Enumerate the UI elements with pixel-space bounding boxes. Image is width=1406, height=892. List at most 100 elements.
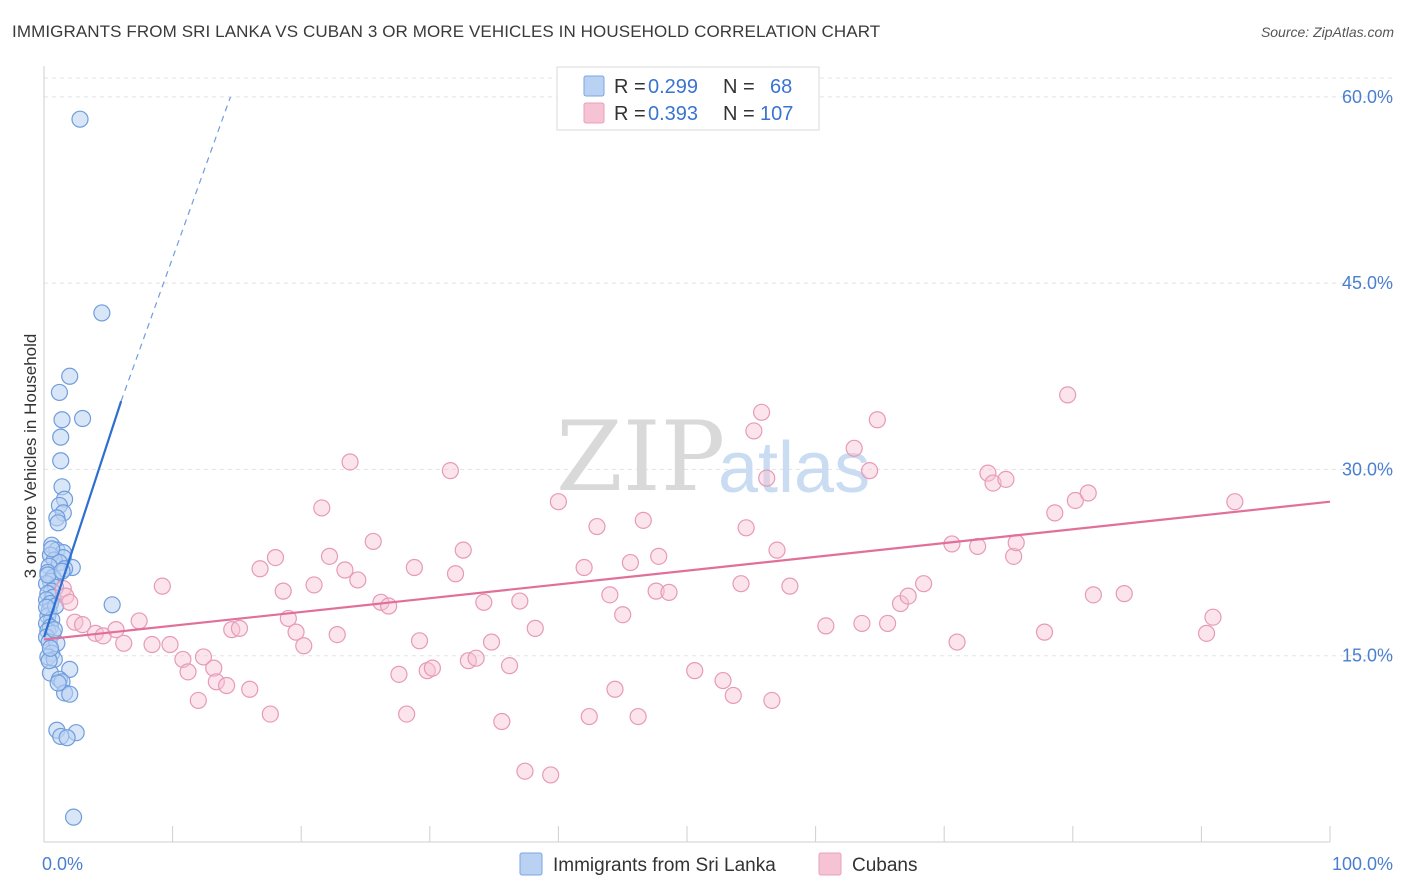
point-cubans [287, 623, 305, 641]
point-cubans [634, 511, 652, 529]
point-sri-lanka [73, 409, 92, 428]
point-cubans [251, 560, 269, 578]
point-cubans [1204, 608, 1222, 626]
legend-r-label-1: R = [614, 76, 646, 98]
point-cubans [398, 705, 416, 723]
point-cubans [1046, 504, 1064, 522]
point-cubans [614, 606, 632, 624]
point-cubans [660, 583, 678, 601]
point-cubans [588, 517, 606, 536]
point-cubans [1066, 491, 1084, 510]
point-cubans [61, 593, 79, 611]
point-sri-lanka [52, 428, 70, 446]
watermark-atlas: atlas [718, 428, 870, 508]
y-tick-label: 30.0% [1342, 459, 1393, 479]
point-cubans [575, 558, 593, 577]
watermark-zip: ZIP [556, 401, 725, 513]
chart-title: IMMIGRANTS FROM SRI LANKA VS CUBAN 3 OR … [12, 22, 881, 41]
point-sri-lanka [49, 514, 67, 532]
point-cubans [511, 592, 529, 610]
point-cubans [295, 637, 313, 655]
bottom-legend-label-cubans: Cubans [852, 855, 918, 876]
point-cubans [305, 576, 323, 594]
bottom-legend-swatch-sri-lanka [519, 852, 543, 876]
x-tick-label: 100.0% [1332, 854, 1393, 874]
point-cubans [1197, 624, 1216, 642]
point-sri-lanka [71, 110, 89, 128]
trend-line-sri-lanka-extension [120, 96, 232, 402]
point-cubans [686, 662, 704, 680]
point-cubans [979, 464, 997, 482]
point-cubans [732, 575, 750, 593]
y-tick-label: 15.0% [1342, 646, 1393, 666]
point-sri-lanka [53, 411, 71, 429]
point-cubans [948, 633, 966, 651]
chart-source: Source: ZipAtlas.com [1260, 24, 1394, 40]
point-cubans [580, 707, 598, 726]
legend-n-label-2: N = [723, 103, 755, 125]
point-cubans [205, 659, 223, 677]
bottom-legend-swatch-cubans [818, 852, 842, 876]
point-sri-lanka [103, 596, 121, 614]
point-cubans [621, 553, 640, 572]
bottom-legend-label-sri-lanka: Immigrants from Sri Lanka [553, 855, 776, 876]
point-cubans [320, 547, 339, 565]
point-cubans [423, 659, 441, 677]
point-sri-lanka [39, 566, 57, 584]
point-cubans [868, 411, 886, 429]
point-cubans [336, 561, 354, 579]
point-cubans [1226, 493, 1244, 511]
legend-r-value-2: 0.393 [648, 103, 698, 125]
x-tick-labels: 0.0% 100.0% [42, 854, 1393, 874]
point-cubans [516, 762, 534, 780]
point-cubans [241, 680, 259, 698]
point-cubans [161, 635, 179, 654]
point-cubans [752, 403, 771, 421]
point-cubans [364, 532, 382, 551]
point-cubans [266, 548, 285, 567]
point-cubans [179, 663, 197, 681]
legend-r-label-2: R = [614, 103, 646, 125]
point-cubans [194, 648, 213, 666]
trend-line-sri-lanka [42, 400, 123, 638]
watermark: ZIP atlas [556, 401, 870, 513]
point-cubans [405, 558, 423, 577]
point-sri-lanka [52, 452, 70, 470]
point-cubans [500, 657, 519, 675]
y-axis-label: 3 or more Vehicles in Household [21, 334, 40, 579]
point-cubans [446, 565, 465, 583]
point-cubans [606, 680, 624, 698]
point-cubans [724, 686, 742, 705]
point-cubans [493, 712, 511, 731]
point-cubans [313, 499, 331, 517]
legend-swatch-cubans [583, 102, 605, 124]
point-cubans [153, 577, 171, 595]
legend-r-value-1: 0.299 [648, 76, 698, 98]
legend-n-value-2: 107 [760, 103, 793, 125]
point-cubans [758, 469, 776, 487]
point-cubans [899, 587, 917, 605]
point-cubans [467, 649, 485, 667]
bottom-legend: Immigrants from Sri Lanka Cubans [519, 852, 918, 876]
data-points [37, 110, 1244, 826]
point-cubans [526, 619, 544, 637]
point-cubans [650, 547, 668, 565]
point-cubans [143, 635, 161, 654]
point-cubans [475, 593, 493, 611]
point-cubans [714, 671, 732, 690]
point-cubans [601, 586, 619, 604]
point-cubans [1035, 623, 1054, 641]
point-cubans [1059, 386, 1077, 404]
point-cubans [879, 614, 897, 633]
y-tick-label: 45.0% [1342, 273, 1393, 293]
point-cubans [817, 617, 835, 635]
point-sri-lanka [61, 660, 79, 678]
point-cubans [542, 766, 560, 784]
point-sri-lanka [61, 367, 79, 385]
point-cubans [745, 422, 763, 440]
point-sri-lanka [50, 383, 69, 402]
point-cubans [261, 705, 279, 723]
trend-lines [42, 96, 1331, 641]
point-cubans [1115, 585, 1133, 603]
point-cubans [915, 575, 933, 593]
